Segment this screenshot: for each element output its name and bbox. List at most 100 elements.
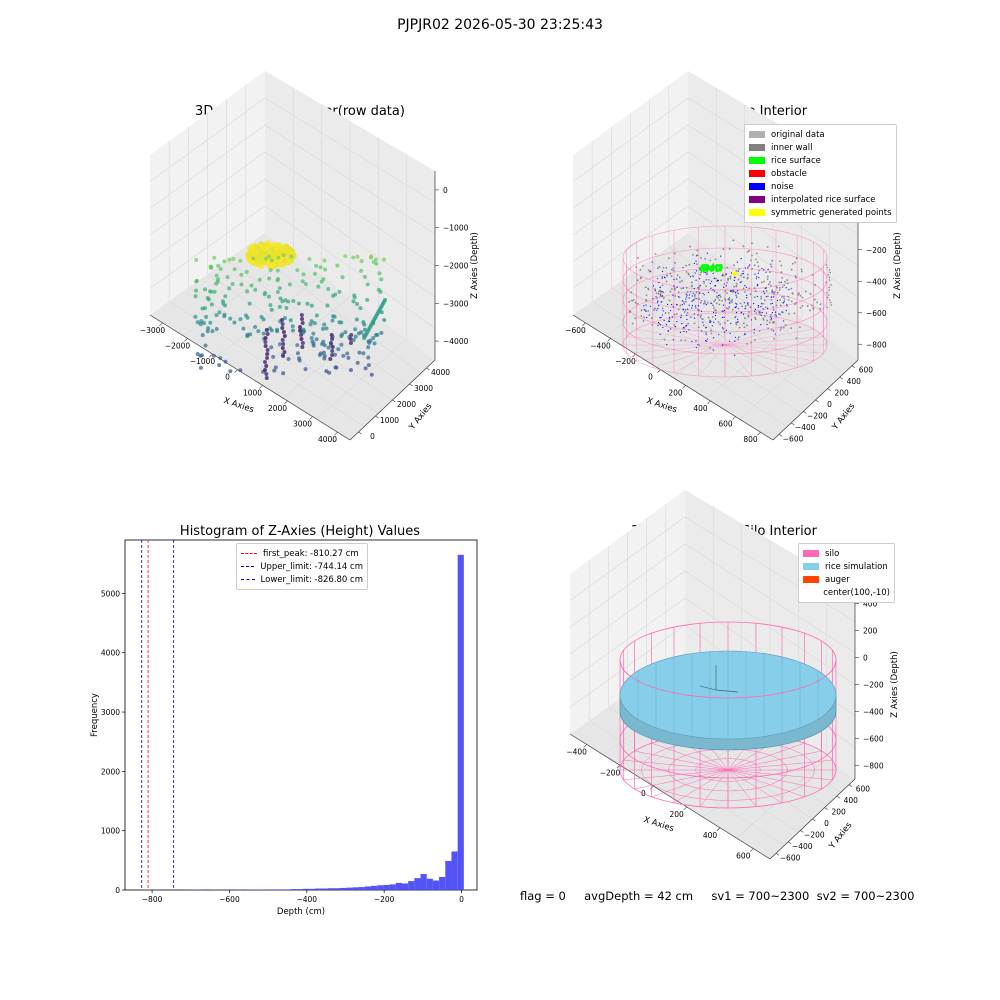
y-tick-label: 4000 xyxy=(101,649,120,658)
data-point xyxy=(766,323,768,326)
data-point xyxy=(770,290,773,293)
data-point xyxy=(711,267,715,271)
data-point xyxy=(679,281,681,284)
data-point xyxy=(691,307,693,309)
histogram-bar xyxy=(327,888,334,890)
pane-floor xyxy=(573,233,858,440)
data-point xyxy=(683,303,685,305)
data-point xyxy=(765,312,768,314)
data-point xyxy=(212,255,217,260)
data-point xyxy=(209,302,214,307)
data-point xyxy=(719,294,721,296)
x-tick-label: 1000 xyxy=(243,388,262,397)
data-point xyxy=(733,277,736,279)
x-tick-mark xyxy=(184,338,188,342)
data-point xyxy=(749,264,751,266)
data-point xyxy=(688,273,690,276)
data-point xyxy=(784,324,787,326)
x-tick-label: 600 xyxy=(736,852,751,861)
x-tick-label: −200 xyxy=(374,895,395,904)
data-point xyxy=(769,271,771,273)
data-point xyxy=(733,290,735,292)
data-point xyxy=(721,344,724,346)
z-tick-label: 0 xyxy=(443,186,448,195)
data-point xyxy=(352,295,357,300)
data-point xyxy=(203,343,208,348)
data-point xyxy=(770,319,772,321)
data-point xyxy=(688,304,690,306)
data-point xyxy=(754,316,756,319)
data-point xyxy=(661,277,664,280)
data-point xyxy=(263,245,270,252)
data-point xyxy=(296,301,301,306)
data-point xyxy=(770,265,773,268)
data-point xyxy=(295,351,300,356)
x-tick-label: −200 xyxy=(615,357,636,366)
data-point xyxy=(779,298,781,301)
data-point xyxy=(777,245,780,248)
data-point xyxy=(652,297,654,300)
data-point xyxy=(667,312,670,314)
data-point xyxy=(697,314,699,316)
data-point xyxy=(309,319,314,324)
data-point xyxy=(791,262,794,265)
legend-label: obstacle xyxy=(771,168,807,179)
data-point xyxy=(709,347,711,349)
data-point xyxy=(715,267,718,271)
data-point xyxy=(703,282,706,285)
data-point xyxy=(694,297,697,300)
data-point xyxy=(326,287,331,292)
y-tick-label: 3000 xyxy=(414,384,433,393)
data-point xyxy=(715,291,718,294)
data-point xyxy=(746,294,748,296)
data-point xyxy=(263,336,268,340)
data-point xyxy=(694,295,696,297)
data-point xyxy=(685,298,687,300)
data-point xyxy=(685,309,687,311)
data-point xyxy=(309,336,314,341)
data-point xyxy=(728,302,731,304)
data-point xyxy=(797,293,800,296)
data-point xyxy=(649,305,651,307)
x-tick-label: −800 xyxy=(142,895,163,904)
data-point xyxy=(223,359,228,364)
data-point xyxy=(257,277,262,282)
data-point xyxy=(738,268,741,270)
histogram-bar xyxy=(296,889,303,890)
data-point xyxy=(790,300,793,303)
data-point xyxy=(723,331,726,333)
data-point xyxy=(203,287,208,292)
x-tick-label: −600 xyxy=(219,895,240,904)
data-point xyxy=(674,287,676,289)
y-tick-mark xyxy=(409,383,413,387)
data-point xyxy=(686,314,688,316)
data-point xyxy=(716,279,719,281)
data-point xyxy=(379,330,384,335)
data-point xyxy=(779,329,782,331)
data-point xyxy=(669,309,672,312)
z-tick-label: −600 xyxy=(863,735,884,744)
data-point xyxy=(734,316,736,319)
data-point xyxy=(705,303,707,306)
data-point xyxy=(706,340,708,342)
data-point xyxy=(367,340,372,345)
data-point xyxy=(726,319,729,322)
data-point xyxy=(687,308,689,310)
data-point xyxy=(813,298,816,301)
data-point xyxy=(760,295,763,298)
data-point xyxy=(321,350,326,355)
data-point xyxy=(764,299,766,301)
data-point xyxy=(266,254,271,259)
y-tick-label: 200 xyxy=(831,808,846,817)
data-point xyxy=(688,294,691,296)
silo-wire xyxy=(634,750,729,771)
data-point xyxy=(793,312,796,315)
data-point xyxy=(681,300,683,302)
data-point xyxy=(673,285,675,287)
data-point xyxy=(780,281,782,283)
x-axis-line xyxy=(569,733,771,860)
data-point xyxy=(755,252,758,255)
silo-wire xyxy=(636,328,726,346)
data-point xyxy=(706,301,709,304)
data-point xyxy=(631,322,634,325)
